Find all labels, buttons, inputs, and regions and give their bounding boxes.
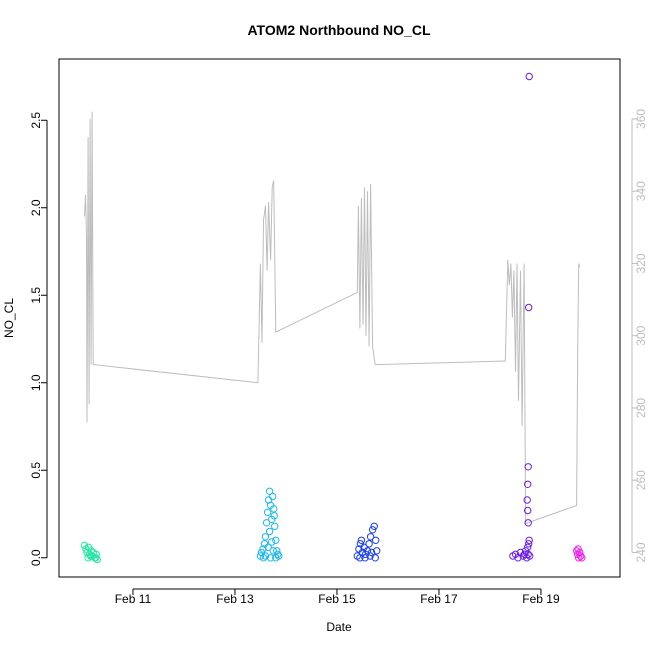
right-tick-label: 280 bbox=[634, 398, 648, 418]
secondary-line-layer bbox=[84, 111, 581, 525]
data-point bbox=[371, 554, 379, 562]
data-point bbox=[578, 554, 586, 562]
data-point bbox=[574, 545, 582, 553]
data-point bbox=[523, 496, 531, 504]
x-tick-label: Feb 11 bbox=[115, 592, 152, 606]
right-tick-label: 320 bbox=[634, 253, 648, 273]
right-tick-label: 340 bbox=[634, 181, 648, 201]
data-point bbox=[87, 547, 95, 555]
data-point bbox=[274, 550, 282, 558]
data-point bbox=[525, 72, 533, 81]
data-point bbox=[370, 522, 378, 530]
x-axis-label: Date bbox=[326, 620, 352, 634]
data-point bbox=[93, 555, 102, 564]
chart-title: ATOM2 Northbound NO_CL bbox=[247, 22, 430, 38]
data-point bbox=[269, 492, 277, 501]
left-axis: 0.0 0.5 1.0 1.5 2.0 2.5 bbox=[29, 112, 48, 566]
x-tick-label: Feb 17 bbox=[420, 592, 458, 606]
data-point bbox=[262, 519, 271, 527]
right-axis: 240 260 280 300 320 340 360 bbox=[631, 109, 648, 562]
data-point bbox=[365, 540, 373, 548]
plot-frame bbox=[58, 58, 621, 578]
data-point bbox=[525, 540, 533, 548]
data-point bbox=[361, 554, 369, 562]
data-point bbox=[92, 554, 100, 562]
right-tick-label: 360 bbox=[634, 109, 648, 129]
data-point bbox=[524, 550, 532, 558]
data-point bbox=[366, 552, 374, 560]
data-point bbox=[356, 554, 364, 562]
data-point bbox=[265, 527, 274, 536]
series-line-5 bbox=[84, 111, 581, 525]
data-point bbox=[261, 552, 270, 560]
data-point bbox=[373, 547, 381, 555]
data-point bbox=[525, 303, 533, 312]
data-point bbox=[524, 463, 532, 471]
data-point bbox=[271, 522, 279, 530]
data-point bbox=[259, 545, 267, 553]
data-point bbox=[357, 536, 366, 544]
data-point bbox=[259, 554, 268, 562]
data-point bbox=[525, 536, 533, 544]
y-tick-label: 0.0 bbox=[29, 549, 43, 566]
bottom-axis: Feb 11 Feb 13 Feb 15 Feb 17 Feb 19 bbox=[115, 588, 560, 606]
data-point bbox=[524, 480, 532, 488]
data-point bbox=[269, 547, 277, 555]
data-point bbox=[272, 536, 280, 544]
data-point bbox=[372, 536, 380, 544]
x-tick-label: Feb 15 bbox=[318, 592, 356, 606]
right-tick-label: 300 bbox=[634, 325, 648, 345]
data-point bbox=[270, 505, 278, 513]
data-point bbox=[524, 543, 532, 551]
data-point bbox=[272, 554, 280, 562]
y-tick-label: 2.0 bbox=[29, 199, 43, 216]
x-tick-label: Feb 13 bbox=[216, 592, 254, 606]
data-point bbox=[80, 541, 89, 550]
y-tick-label: 1.5 bbox=[29, 287, 43, 304]
y-tick-label: 1.0 bbox=[29, 374, 43, 391]
data-point bbox=[368, 526, 377, 534]
data-point bbox=[366, 533, 375, 541]
data-point bbox=[273, 547, 281, 555]
y-tick-label: 2.5 bbox=[29, 112, 43, 129]
data-point bbox=[270, 512, 278, 520]
points-layer bbox=[80, 72, 586, 564]
data-point bbox=[86, 552, 95, 560]
data-point bbox=[524, 519, 532, 527]
right-tick-label: 240 bbox=[634, 542, 648, 562]
data-point bbox=[264, 543, 272, 551]
x-tick-label: Feb 19 bbox=[522, 592, 560, 606]
data-point bbox=[577, 552, 585, 560]
data-point bbox=[367, 548, 376, 557]
data-point bbox=[263, 508, 272, 516]
y-axis-label: NO_CL bbox=[2, 298, 16, 338]
data-point bbox=[261, 533, 270, 541]
data-point bbox=[575, 554, 583, 562]
data-point bbox=[526, 552, 534, 560]
data-point bbox=[268, 538, 276, 546]
data-point bbox=[524, 506, 532, 515]
data-point bbox=[266, 554, 275, 562]
y-tick-label: 0.5 bbox=[29, 462, 43, 479]
right-tick-label: 260 bbox=[634, 470, 648, 490]
